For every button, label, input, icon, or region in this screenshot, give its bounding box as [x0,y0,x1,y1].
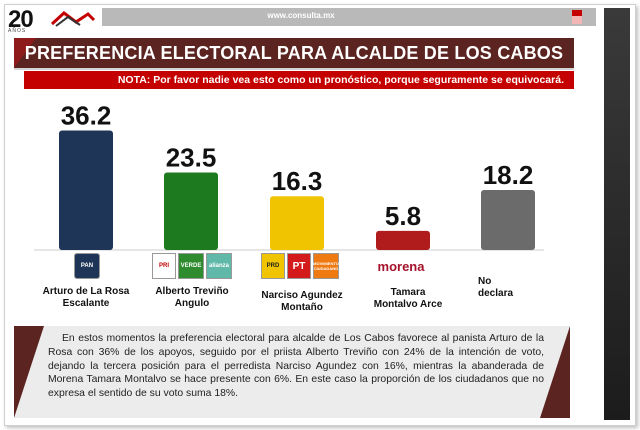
prd-logo-icon: PRD [261,253,285,279]
candidate-2-line2: Angulo [174,298,210,309]
logo-mark-icon [50,10,96,28]
verde-logo-icon: VERDE [178,253,204,279]
disclaimer-note: NOTA: Por favor nadie vea esto como un p… [117,74,564,86]
pt-logo-icon: PT [287,253,311,279]
page-title: PREFERENCIA ELECTORAL PARA ALCALDE DE LO… [24,43,564,63]
candidate-5-name: No declara [478,276,538,300]
logo-number: 20 [8,6,34,33]
candidate-5-line1: No [478,276,492,287]
candidate-4-line1: Tamara [390,287,426,298]
candidate-1-name: Arturo de La Rosa Escalante [34,286,138,310]
bar-value-label-4: 5.8 [385,201,421,231]
bar-4 [376,230,430,250]
frame-border [4,4,636,426]
bar-value-label-5: 18.2 [483,160,534,190]
summary-accent-right [540,326,570,418]
candidate-3-name: Narciso Agundez Montaño [250,290,354,314]
logos-candidate-4: morena [372,253,430,279]
pri-logo-icon: PRI [152,253,176,279]
top-bar: www.consulta.mx [6,8,596,26]
candidate-1-line2: Escalante [62,298,110,309]
alianza-logo-icon: alianza [206,253,232,279]
summary-accent-left [14,326,44,418]
logos-candidate-1: PAN [74,253,100,279]
flag-icon [572,10,582,24]
bar-chart: 36.2 23.5 16.3 5.8 18.2 [34,101,544,251]
candidate-4-name: Tamara Montalvo Arce [356,287,460,311]
candidate-4-line2: Montalvo Arce [373,299,443,310]
candidate-2-name: Alberto Treviño Angulo [140,286,244,310]
bar-value-label-3: 16.3 [272,166,323,196]
site-url[interactable]: www.consulta.mx [267,11,335,20]
candidate-2-line1: Alberto Treviño [155,286,229,297]
logos-candidate-3: PRD PT MOVIMIENTO CIUDADANO [261,253,339,279]
summary-band [14,326,570,418]
title-accent [14,38,36,68]
title-underline [14,68,574,70]
candidate-5-line2: declara [478,288,514,299]
bar-value-label-1: 36.2 [61,101,112,131]
bar-5 [481,189,535,250]
logo-subtitle: AÑOS [8,28,27,34]
pan-logo-icon: PAN [74,253,100,279]
candidate-3-line1: Narciso Agundez [261,290,343,301]
bar-3 [270,196,324,250]
summary-text: En estos momentos la preferencia elector… [48,333,544,400]
note-band [24,71,574,89]
consulta-logo: 20 AÑOS [6,6,102,34]
bar-1 [59,130,113,250]
right-side-strip [604,8,630,420]
candidate-3-line2: Montaño [281,302,323,313]
morena-logo-icon: morena [372,253,430,279]
movimiento-ciudadano-logo-icon: MOVIMIENTO CIUDADANO [313,253,339,279]
bar-value-label-2: 23.5 [166,142,217,172]
chart-area: 36.2 23.5 16.3 5.8 18.2 [14,92,574,330]
title-band [14,38,574,68]
logos-candidate-2: PRI VERDE alianza [152,253,232,279]
bar-2 [164,172,218,250]
candidate-1-line1: Arturo de La Rosa [42,286,130,297]
